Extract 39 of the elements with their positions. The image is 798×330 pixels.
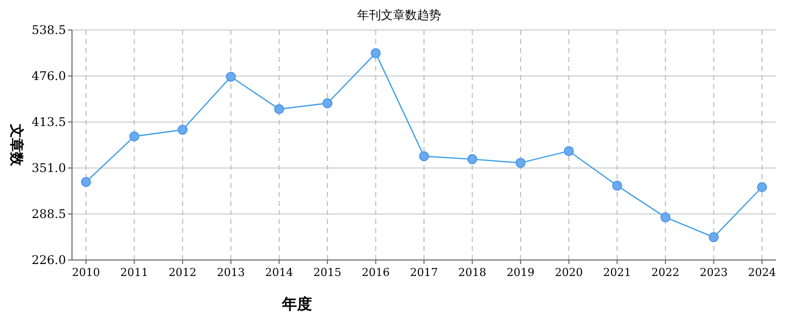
y-tick-label: 413.5 xyxy=(32,115,66,129)
y-tick-label: 288.5 xyxy=(32,207,66,221)
y-axis-title: 文章数 xyxy=(8,123,25,167)
x-tick-label: 2013 xyxy=(216,266,245,279)
point xyxy=(274,104,284,114)
point xyxy=(612,180,622,191)
x-tick-label: 2016 xyxy=(362,266,390,279)
x-tick-label: 2023 xyxy=(700,266,728,279)
x-tick-label: 2020 xyxy=(554,266,583,279)
x-tick-label: 2011 xyxy=(120,266,148,279)
x-tick-label: 2014 xyxy=(265,266,294,279)
chart-title: 年刊文章数趋势 xyxy=(357,8,441,22)
point xyxy=(129,131,140,142)
point xyxy=(757,182,767,192)
y-tick-label: 476.0 xyxy=(32,69,66,83)
x-tick-label: 2021 xyxy=(603,266,632,279)
x-tick-label: 2024 xyxy=(748,266,776,279)
point xyxy=(81,176,91,187)
x-axis-title: 年度 xyxy=(281,295,312,313)
point xyxy=(660,212,670,222)
y-tick-label: 538.5 xyxy=(32,23,66,37)
y-tick-label: 226.0 xyxy=(32,253,66,267)
point xyxy=(564,146,574,156)
point xyxy=(467,154,478,164)
point xyxy=(370,48,381,58)
point xyxy=(322,98,332,108)
x-tick-label: 2017 xyxy=(410,266,438,279)
point xyxy=(516,158,526,168)
point xyxy=(708,232,719,242)
x-tick-label: 2018 xyxy=(458,266,486,279)
x-tick-label: 2010 xyxy=(72,266,100,279)
x-tick-label: 2022 xyxy=(651,266,680,279)
x-tick-label: 2012 xyxy=(168,266,197,279)
point xyxy=(419,151,429,162)
point xyxy=(178,124,188,135)
x-tick-label: 2015 xyxy=(313,266,342,279)
point xyxy=(226,72,236,82)
y-tick-label: 351.0 xyxy=(32,161,66,175)
x-tick-label: 2019 xyxy=(506,266,535,279)
